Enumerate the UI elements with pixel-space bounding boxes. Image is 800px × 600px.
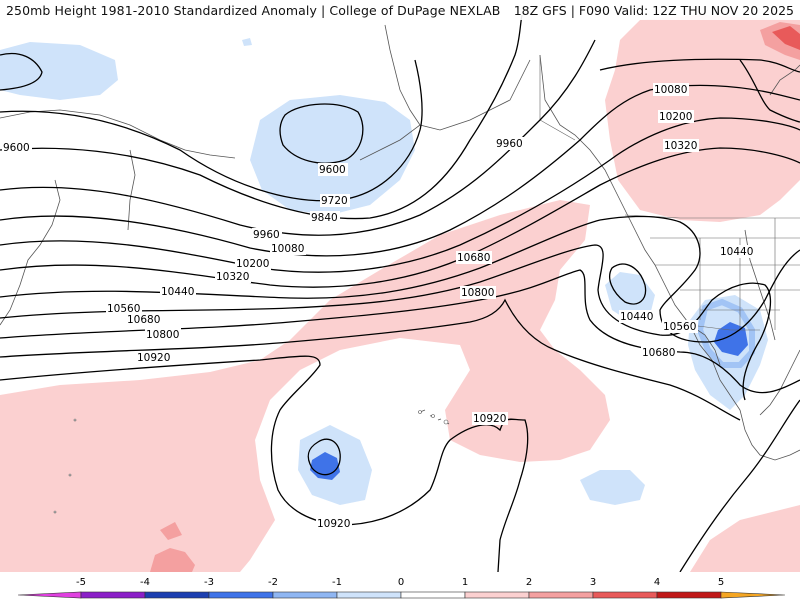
contour-label: 10920 xyxy=(473,413,506,425)
contour-label: 10200 xyxy=(236,258,269,270)
color-legend: -5 -4 -3 -2 -1 0 1 2 3 4 5 xyxy=(0,572,800,600)
contour-9960-west xyxy=(0,39,596,236)
legend-tick-label: -5 xyxy=(76,577,86,588)
height-contours xyxy=(0,14,800,572)
contour-label: 10920 xyxy=(317,518,350,530)
legend-swatch xyxy=(272,591,338,599)
contour-9960-east xyxy=(599,58,800,73)
contour-label: 10440 xyxy=(161,286,194,298)
legend-tick-label: 4 xyxy=(654,577,660,588)
contour-9840 xyxy=(0,14,523,220)
legend-tick-label: -2 xyxy=(268,577,278,588)
contour-east-upper xyxy=(739,59,800,123)
legend-swatch xyxy=(464,591,530,599)
anomaly-map: 9600 9600 9720 9840 9960 9960 10080 1008… xyxy=(0,0,800,572)
contour-10200 xyxy=(0,117,800,273)
contour-10320 xyxy=(0,147,800,288)
contour-10560 xyxy=(0,244,772,401)
legend-tick-labels: -5 -4 -3 -2 -1 0 1 2 3 4 5 xyxy=(76,577,724,588)
positive-anomaly-shading xyxy=(0,15,800,572)
contour-9600-low xyxy=(279,103,364,164)
legend-color-bar xyxy=(17,591,786,599)
contour-10680 xyxy=(0,269,800,394)
legend-tick-label: 2 xyxy=(526,577,532,588)
legend-tick-label: 0 xyxy=(398,577,404,588)
contour-label: 9840 xyxy=(311,212,338,224)
contour-label: 9960 xyxy=(253,229,280,241)
legend-swatch xyxy=(336,591,402,599)
contour-label: 10080 xyxy=(271,243,304,255)
contour-label: 10560 xyxy=(107,303,140,315)
contour-label: 10560 xyxy=(663,321,696,333)
legend-swatch xyxy=(720,591,786,599)
legend-swatch xyxy=(528,591,594,599)
contour-label: 10200 xyxy=(659,111,692,123)
strong-positive-anomaly xyxy=(150,22,800,572)
legend-swatch xyxy=(400,591,466,599)
contour-label: 10800 xyxy=(461,287,494,299)
contour-10800 xyxy=(0,298,741,421)
legend-tick-label: 1 xyxy=(462,577,468,588)
contour-label: 9720 xyxy=(321,195,348,207)
contour-9720 xyxy=(0,59,423,202)
contour-label: 10320 xyxy=(664,140,697,152)
contour-label: 10920 xyxy=(137,352,170,364)
contour-label: 10440 xyxy=(620,311,653,323)
legend-tick-label: -1 xyxy=(332,577,342,588)
contour-label: 9960 xyxy=(496,138,523,150)
legend-swatch xyxy=(144,591,210,599)
negative-anomaly-shading xyxy=(0,38,768,505)
contour-label: 10080 xyxy=(654,84,687,96)
contour-10440-low xyxy=(609,263,647,305)
legend-swatch xyxy=(80,591,146,599)
contour-label: 10320 xyxy=(216,271,249,283)
run-info: 18Z GFS | F090 Valid: 12Z THU NOV 20 202… xyxy=(513,3,794,18)
legend-swatch xyxy=(17,591,82,599)
legend-tick-label: -4 xyxy=(140,577,150,588)
contour-label: 10680 xyxy=(642,347,675,359)
legend-swatch xyxy=(656,591,722,599)
legend-tick-label: 3 xyxy=(590,577,596,588)
contour-east-ridge xyxy=(679,399,800,572)
islands xyxy=(53,410,449,514)
contour-10440 xyxy=(0,215,800,343)
contour-label: 10440 xyxy=(720,246,753,258)
contour-10920-low xyxy=(307,438,341,476)
contour-label: 10680 xyxy=(457,252,490,264)
legend-tick-label: 5 xyxy=(718,577,724,588)
contour-label-layer: 9600 9600 9720 9840 9960 9960 10080 1008… xyxy=(2,83,755,530)
contour-label: 10680 xyxy=(127,314,160,326)
legend-tick-label: -3 xyxy=(204,577,214,588)
contour-9600-west xyxy=(0,52,43,91)
legend-swatch xyxy=(592,591,658,599)
contour-label: 9600 xyxy=(319,164,346,176)
contour-label: 9600 xyxy=(3,142,30,154)
legend-swatch xyxy=(208,591,274,599)
map-title: 250mb Height 1981-2010 Standardized Anom… xyxy=(6,3,501,18)
header-strip xyxy=(0,0,800,20)
contour-label: 10800 xyxy=(146,329,179,341)
